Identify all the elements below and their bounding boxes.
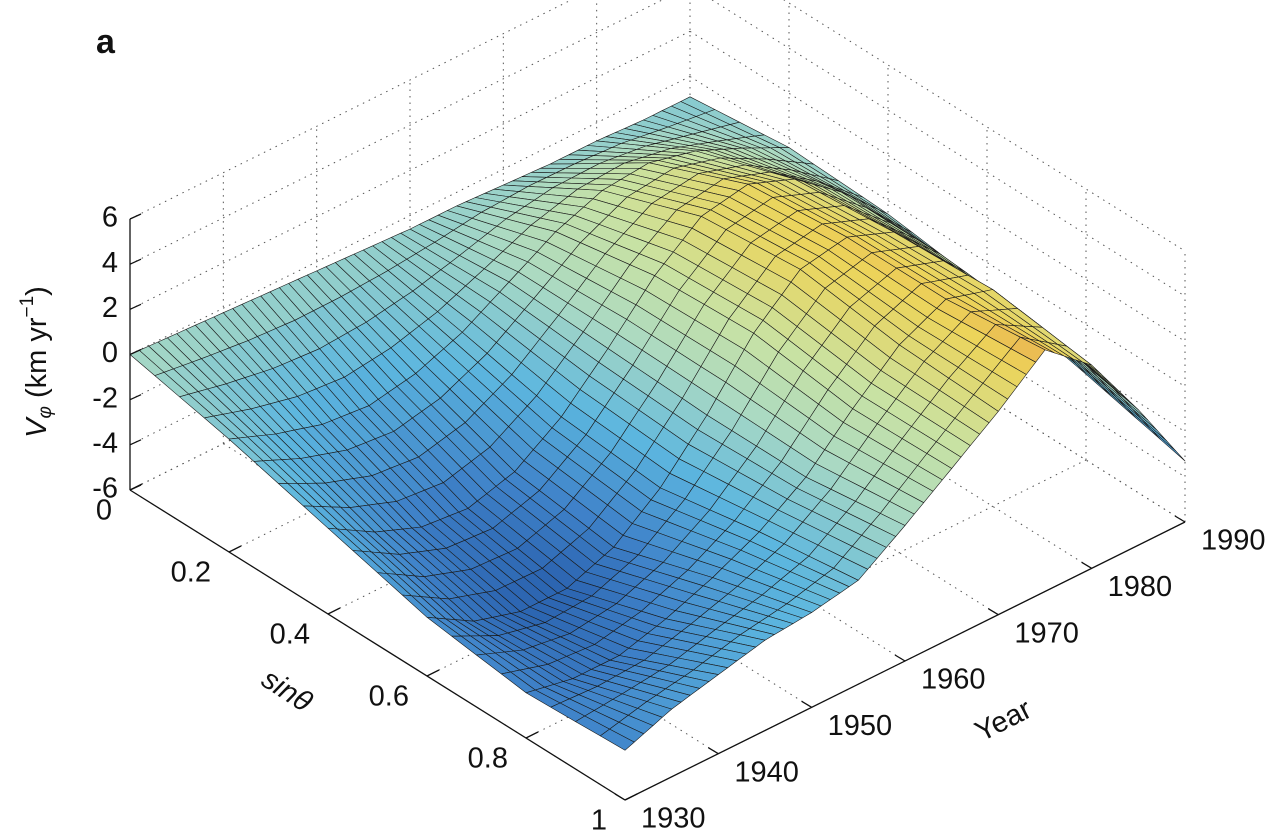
- z-tick: [129, 213, 142, 220]
- y-tick-label: 1970: [1014, 617, 1079, 649]
- z-label-symbol: V: [21, 416, 53, 438]
- z-tick: [129, 258, 142, 265]
- y-tick: [707, 747, 719, 755]
- x-tick: [129, 483, 143, 491]
- x-tick-label: 0: [96, 495, 112, 527]
- z-tick-label: 6: [102, 202, 118, 234]
- x-axis-label: sinθ: [256, 663, 318, 719]
- z-tick-label: -4: [92, 427, 118, 459]
- z-tick-label: -6: [92, 473, 118, 505]
- y-tick: [894, 654, 906, 662]
- x-tick-label: 0.8: [468, 743, 508, 775]
- z-tick-label: 2: [102, 292, 118, 324]
- z-tick-label: -2: [92, 382, 118, 414]
- x-tick-label: 1: [591, 805, 607, 834]
- y-tick: [801, 700, 813, 708]
- x-tick: [426, 669, 440, 677]
- z-tick-label: 4: [102, 247, 118, 279]
- y-tick-label: 1950: [828, 710, 893, 742]
- y-tick: [614, 793, 626, 801]
- z-axis-label: Vφ (km yr−1): [17, 286, 56, 438]
- y-tick-label: 1930: [641, 803, 706, 834]
- z-tick-label: 0: [102, 337, 118, 369]
- y-tick: [1174, 515, 1186, 523]
- x-tick: [327, 607, 341, 615]
- grid-line: [129, 0, 664, 265]
- panel-label: a: [96, 23, 116, 61]
- x-axis: [129, 489, 626, 801]
- y-tick-label: 1990: [1201, 525, 1266, 557]
- y-tick-label: 1940: [734, 756, 799, 788]
- grid-line: [129, 76, 691, 355]
- z-tick: [129, 348, 142, 356]
- x-tick-label: 0.6: [369, 681, 409, 713]
- z-label-unit: (km yr: [21, 317, 53, 406]
- z-tick: [129, 303, 142, 310]
- surface-patch: [599, 728, 635, 751]
- grid-line: [129, 30, 691, 310]
- y-tick: [1081, 561, 1093, 569]
- z-label-subscript: φ: [35, 406, 56, 418]
- y-tick-label: 1980: [1108, 571, 1173, 603]
- z-tick: [129, 394, 142, 401]
- z-label-close: ): [21, 286, 53, 296]
- y-tick: [987, 608, 999, 616]
- y-tick-label: 1960: [921, 664, 986, 696]
- x-tick: [624, 793, 638, 801]
- grid-line: [129, 0, 573, 220]
- x-tick: [228, 545, 242, 553]
- y-axis-label: Year: [970, 693, 1037, 748]
- x-tick: [525, 731, 539, 739]
- z-label-superscript: −1: [17, 296, 38, 318]
- x-tick-label: 0.4: [270, 619, 310, 651]
- z-tick: [129, 439, 142, 446]
- x-tick-label: 0.2: [171, 557, 211, 589]
